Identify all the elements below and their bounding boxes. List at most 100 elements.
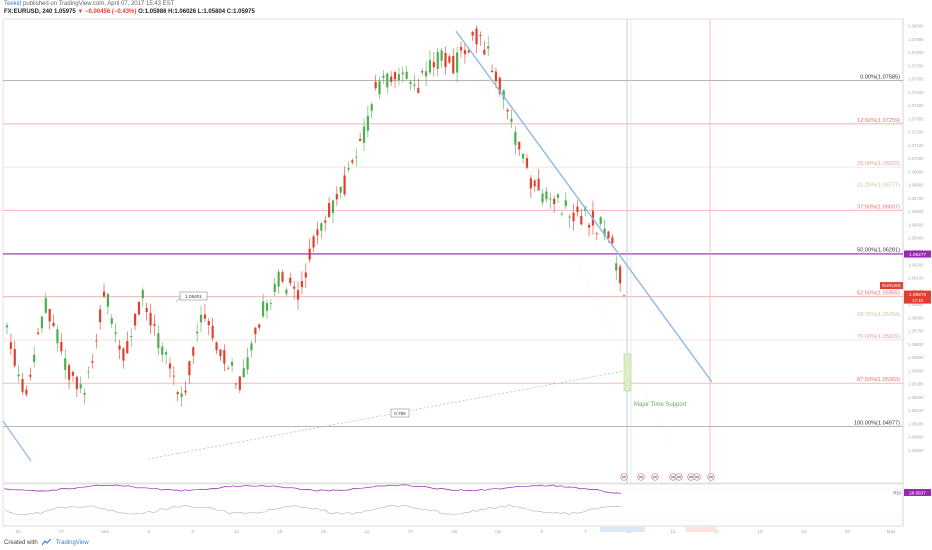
candle-body xyxy=(405,71,408,79)
candle-body xyxy=(560,213,564,215)
price-axis-label: 1.06800 xyxy=(908,183,924,188)
candle-body xyxy=(529,178,532,189)
price-change: ▼ −0.00456 (−0.43%) xyxy=(77,9,137,15)
candle-body xyxy=(79,384,82,389)
candle-body xyxy=(48,308,51,322)
price-axis-label: 1.06700 xyxy=(908,196,924,201)
candle-body xyxy=(335,194,338,200)
callout-box xyxy=(179,291,208,301)
secondary-indicator-line xyxy=(4,504,622,516)
flag-icon xyxy=(695,476,699,478)
candle-body xyxy=(355,156,358,158)
candle-body xyxy=(549,198,552,200)
candle-body xyxy=(440,50,443,61)
candle-body xyxy=(64,358,67,370)
price-axis-label: 1.05500 xyxy=(908,355,924,360)
candle-body xyxy=(487,46,490,49)
candle-body xyxy=(137,302,141,315)
candle-body xyxy=(29,374,32,377)
time-axis-label: 6 xyxy=(148,529,151,534)
price-axis-label: 1.07500 xyxy=(908,90,924,95)
candle-body xyxy=(370,104,373,111)
candle-body xyxy=(269,303,272,305)
candle-body xyxy=(456,52,459,73)
rsi-value-tag xyxy=(904,489,931,496)
author-name[interactable]: Teekid xyxy=(4,1,22,7)
time-axis-label: 24 xyxy=(801,529,807,534)
candle-body xyxy=(33,354,36,362)
price-axis-label: 1.07300 xyxy=(908,116,924,121)
candle-body xyxy=(576,206,579,213)
candle-body xyxy=(300,281,304,288)
fib-level-label: 37.50%(1.06607) xyxy=(857,204,900,210)
price-axis-label: 1.07700 xyxy=(908,63,924,68)
symbol-info-bar: FX:EURUSD, 240 1.05975 ▼ −0.00456 (−0.43… xyxy=(4,9,255,15)
candle-body xyxy=(153,324,156,326)
candle-body xyxy=(304,272,307,278)
candle-body xyxy=(316,229,319,236)
candle-body xyxy=(99,309,102,323)
candle-body xyxy=(518,141,521,150)
candle-body xyxy=(141,289,144,299)
candle-body xyxy=(359,138,362,141)
candle-body xyxy=(157,333,160,349)
candle-body xyxy=(277,271,280,287)
candle-body xyxy=(603,228,606,236)
candle-body xyxy=(331,200,335,213)
candle-body xyxy=(436,52,439,69)
candle-body xyxy=(393,72,397,80)
candle-body xyxy=(413,84,416,86)
candle-body xyxy=(75,376,78,390)
candle-body xyxy=(102,291,106,297)
candle-body xyxy=(409,81,412,84)
tradingview-brand[interactable]: TradingView xyxy=(55,539,89,546)
fib-level-label: 50.00%(1.06281) xyxy=(857,248,900,254)
price-axis-label: 1.06400 xyxy=(908,236,924,241)
fib-level-label: 0.00%(1.07585) xyxy=(860,75,900,81)
candle-body xyxy=(327,203,331,218)
candle-body xyxy=(227,368,230,370)
candle-body xyxy=(145,307,148,313)
candle-body xyxy=(219,349,222,357)
candle-body xyxy=(475,28,478,45)
candle-body xyxy=(262,301,265,317)
candle-body xyxy=(448,56,451,63)
candle-body xyxy=(230,361,234,366)
candle-body xyxy=(587,224,591,228)
candles-group xyxy=(5,25,626,407)
candle-body xyxy=(366,116,369,131)
candle-body xyxy=(25,389,28,395)
price-axis-label: 1.05100 xyxy=(908,408,924,413)
price-axis-label: 1.07800 xyxy=(908,50,924,55)
rsi-line xyxy=(4,484,622,494)
time-axis-label: 8 xyxy=(191,529,194,534)
candle-body xyxy=(424,71,428,77)
price-axis-label: 1.05700 xyxy=(908,329,924,334)
horizontal-line-tag xyxy=(904,250,931,258)
price-axis-label: 1.05400 xyxy=(908,368,924,373)
candle-body xyxy=(622,295,626,296)
horizontal-line-value: 1.06277 xyxy=(909,252,927,258)
time-axis-label: Apr xyxy=(495,529,503,534)
candle-body xyxy=(580,216,583,225)
time-axis-label: 15 xyxy=(277,529,283,534)
fib-level-label: 68.75%(1.05794) xyxy=(857,312,900,318)
price-axis-label: 1.06100 xyxy=(908,276,924,281)
candle-body xyxy=(615,263,618,271)
candle-body xyxy=(238,376,241,390)
time-axis-label: 19 xyxy=(757,529,763,534)
candle-body xyxy=(223,349,226,364)
flag-icon xyxy=(677,476,681,478)
time-axis-label: 17 xyxy=(714,529,720,534)
candle-body xyxy=(432,61,435,68)
candle-body xyxy=(351,160,354,163)
candle-body xyxy=(91,361,94,363)
last-price-symbol-tag xyxy=(880,282,903,290)
fib-level-label: 87.50%(1.05303) xyxy=(857,377,900,383)
price-axis-label: 1.05200 xyxy=(908,395,924,400)
created-with-text: Created with xyxy=(4,539,38,546)
ratio-label: 0.785 xyxy=(394,411,406,416)
candle-body xyxy=(347,167,350,170)
candle-body xyxy=(130,336,133,338)
